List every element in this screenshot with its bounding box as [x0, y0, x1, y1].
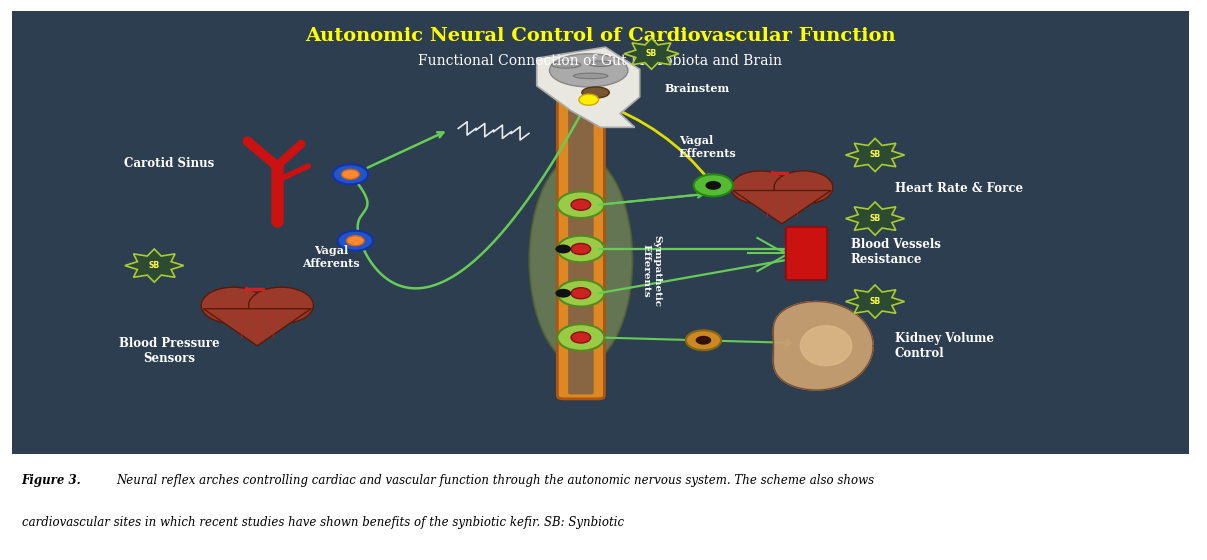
Text: Neural reflex arches controlling cardiac and vascular function through the auton: Neural reflex arches controlling cardiac…	[116, 474, 874, 487]
Circle shape	[571, 288, 590, 299]
Polygon shape	[124, 249, 183, 282]
Circle shape	[571, 244, 590, 254]
Text: Vagal
Efferents: Vagal Efferents	[678, 135, 736, 158]
Polygon shape	[846, 285, 904, 318]
Circle shape	[338, 231, 373, 251]
Text: Sympathetic
Efferents: Sympathetic Efferents	[642, 235, 661, 307]
Circle shape	[342, 169, 360, 179]
FancyBboxPatch shape	[0, 0, 1207, 468]
Polygon shape	[733, 190, 830, 224]
Text: SB: SB	[869, 297, 881, 306]
Polygon shape	[537, 47, 640, 127]
Circle shape	[202, 287, 266, 324]
Text: SB: SB	[646, 49, 657, 58]
Polygon shape	[800, 326, 852, 366]
Circle shape	[695, 336, 711, 344]
Circle shape	[571, 199, 590, 210]
Text: cardiovascular sites in which recent studies have shown benefits of the synbioti: cardiovascular sites in which recent stu…	[22, 516, 624, 529]
Circle shape	[558, 280, 605, 306]
Text: Blood Pressure
Sensors: Blood Pressure Sensors	[118, 337, 220, 365]
Circle shape	[731, 171, 789, 204]
Circle shape	[346, 236, 365, 246]
Text: Vagal
Afferents: Vagal Afferents	[302, 245, 360, 269]
Circle shape	[686, 330, 721, 350]
Ellipse shape	[552, 62, 581, 68]
Text: Brainstem: Brainstem	[664, 83, 729, 94]
FancyBboxPatch shape	[568, 104, 594, 394]
Circle shape	[694, 174, 733, 197]
Circle shape	[555, 245, 571, 254]
Polygon shape	[846, 202, 904, 235]
Circle shape	[571, 332, 590, 343]
Circle shape	[579, 94, 599, 105]
Text: Kidney Volume
Control: Kidney Volume Control	[894, 332, 993, 360]
Polygon shape	[846, 138, 904, 171]
Text: Functional Connection of Gut Microbiota and Brain: Functional Connection of Gut Microbiota …	[419, 54, 782, 68]
Text: SB: SB	[148, 261, 159, 270]
Circle shape	[249, 287, 314, 324]
FancyBboxPatch shape	[558, 99, 605, 399]
Circle shape	[774, 171, 833, 204]
Text: Blood Vessels
Resistance: Blood Vessels Resistance	[851, 238, 940, 266]
Polygon shape	[774, 301, 873, 390]
Text: Figure 3.: Figure 3.	[22, 474, 81, 487]
FancyBboxPatch shape	[786, 227, 827, 280]
Circle shape	[705, 181, 721, 190]
Polygon shape	[624, 38, 678, 69]
Ellipse shape	[582, 87, 610, 98]
Circle shape	[558, 324, 605, 351]
Text: SB: SB	[869, 151, 881, 160]
Ellipse shape	[588, 61, 613, 67]
Text: Heart Rate & Force: Heart Rate & Force	[894, 181, 1022, 195]
Circle shape	[555, 289, 571, 298]
Circle shape	[333, 165, 368, 184]
Polygon shape	[203, 309, 311, 346]
Text: Autonomic Neural Control of Cardiovascular Function: Autonomic Neural Control of Cardiovascul…	[305, 27, 896, 45]
Text: SB: SB	[869, 214, 881, 223]
Text: Carotid Sinus: Carotid Sinus	[124, 157, 214, 170]
Circle shape	[558, 192, 605, 218]
Ellipse shape	[530, 155, 632, 365]
Circle shape	[558, 236, 605, 262]
Ellipse shape	[549, 54, 628, 87]
Ellipse shape	[573, 73, 608, 78]
